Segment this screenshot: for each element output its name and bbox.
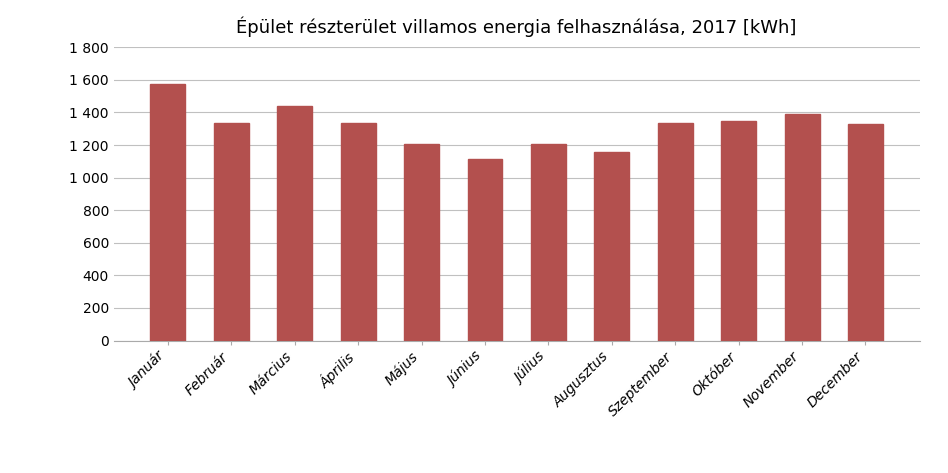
Bar — [848, 124, 883, 341]
Bar — [721, 122, 757, 341]
Bar — [467, 159, 502, 341]
Bar — [531, 144, 566, 341]
Bar — [785, 114, 819, 341]
Bar — [594, 152, 629, 341]
Bar — [658, 123, 693, 341]
Bar — [277, 106, 312, 341]
Bar — [151, 84, 185, 341]
Bar — [340, 123, 375, 341]
Bar — [214, 123, 248, 341]
Title: Épület részterület villamos energia felhasználása, 2017 [kWh]: Épület részterület villamos energia felh… — [236, 17, 797, 37]
Bar — [404, 144, 439, 341]
